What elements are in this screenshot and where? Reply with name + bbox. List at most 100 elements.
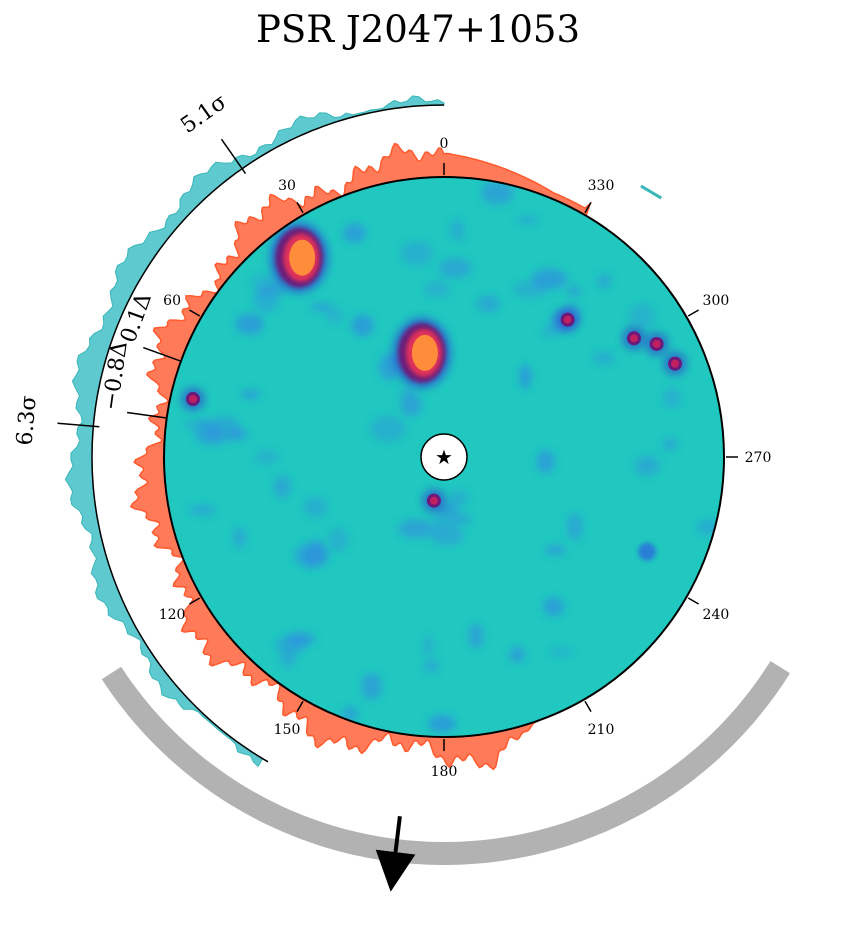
outer-arc (91, 104, 445, 763)
angle-tick-label-300: 300 (703, 293, 730, 309)
angle-tick-label-150: 150 (274, 722, 301, 738)
hotspot (421, 488, 446, 513)
hotspot (621, 326, 646, 351)
angle-tick-60 (189, 309, 201, 317)
blue-patch (351, 314, 374, 337)
blue-patch (398, 519, 434, 539)
blue-patch (240, 390, 261, 399)
direction-arrow (375, 816, 416, 892)
blue-patch (592, 351, 615, 365)
blue-patch (232, 527, 247, 548)
blue-patch (361, 673, 382, 700)
blue-patch (280, 651, 297, 667)
angle-tick-label-120: 120 (159, 607, 186, 623)
blue-patch (432, 511, 451, 530)
angle-tick-label-330: 330 (588, 178, 615, 194)
blue-patch (328, 527, 348, 552)
blue-patch (273, 475, 292, 499)
blue-patches (182, 181, 723, 733)
disk-outline (163, 176, 725, 738)
hotspot (391, 316, 452, 389)
blue-patch (422, 635, 435, 657)
blue-patch (275, 636, 307, 655)
gray-arc-band (101, 661, 791, 865)
hotspot (644, 331, 669, 356)
hotspot (638, 542, 657, 561)
blue-patch (182, 420, 199, 430)
significance-marks: 5.1σ6.3σ0.1Δ−0.8Δ (12, 90, 247, 447)
angle-tick-210 (584, 700, 592, 712)
angle-tick-30 (296, 202, 304, 214)
blue-patch (566, 513, 583, 541)
blue-patch (509, 646, 525, 663)
blue-patch (448, 490, 469, 506)
blue-patch (536, 449, 555, 474)
hotspot (181, 387, 206, 412)
teal-sliver (640, 184, 663, 200)
blue-patch (401, 241, 433, 266)
blue-patch (253, 284, 280, 312)
angle-tick-label-0: 0 (440, 136, 449, 152)
blue-patch (254, 450, 279, 466)
blue-patch (516, 215, 539, 226)
delta-tick (126, 411, 167, 419)
hotspot (269, 221, 330, 294)
blue-patch (430, 525, 464, 546)
blue-patch (662, 438, 678, 451)
angle-tick-label-60: 60 (163, 293, 181, 309)
angle-ticks: 0 30 60 120 150 180 210 240 270 300 330 (159, 136, 772, 780)
angle-tick-330 (584, 202, 592, 214)
blue-patch (207, 415, 241, 443)
significance-tick (220, 138, 247, 175)
blue-patch (188, 505, 217, 515)
angle-tick-label-270: 270 (745, 450, 772, 466)
pulsar-marker-circle (420, 433, 468, 481)
blue-patch (477, 294, 500, 313)
blue-patch (235, 313, 265, 335)
angle-tick-label-210: 210 (588, 722, 615, 738)
blue-patch (519, 364, 532, 389)
angle-tick-label-180: 180 (431, 764, 458, 780)
angle-tick-label-30: 30 (278, 178, 296, 194)
blue-patch (480, 181, 514, 205)
blue-patch (513, 281, 547, 299)
blue-patch (544, 545, 566, 555)
hotspot (663, 351, 688, 376)
blue-patch (468, 623, 484, 649)
blue-patch (428, 715, 457, 733)
angle-tick-150 (296, 700, 304, 712)
blue-patch (629, 303, 655, 330)
significance-label: 6.3σ (12, 395, 41, 447)
blue-patch (370, 415, 406, 443)
blue-patch (541, 325, 560, 338)
significance-tick (57, 422, 100, 428)
angle-tick-120 (189, 597, 201, 605)
significance-label: 5.1σ (176, 90, 231, 139)
blue-patch (342, 223, 366, 243)
blue-patch (399, 386, 416, 401)
hotspots (181, 221, 688, 561)
blue-patch (424, 659, 439, 673)
delta-tick (143, 346, 182, 362)
blue-patch (438, 258, 472, 279)
blue-patch (567, 285, 582, 297)
blue-patch (543, 597, 564, 617)
blue-patch (423, 280, 450, 298)
star-icon: ★ (435, 445, 453, 469)
angle-tick-label-240: 240 (703, 607, 730, 623)
blue-patch (303, 497, 328, 517)
blue-patch (310, 303, 333, 312)
blue-patch (634, 455, 660, 476)
blue-patch (597, 273, 611, 289)
blue-patch (696, 519, 723, 535)
angle-tick-300 (687, 309, 699, 317)
blue-patch (326, 308, 344, 324)
blue-patch (549, 647, 574, 657)
blue-patch (449, 219, 466, 241)
blue-patch (294, 543, 330, 568)
blue-patch (662, 388, 682, 409)
hotspot (555, 307, 580, 332)
chart-title: PSR J2047+1053 (255, 8, 581, 51)
angle-tick-240 (687, 597, 699, 605)
